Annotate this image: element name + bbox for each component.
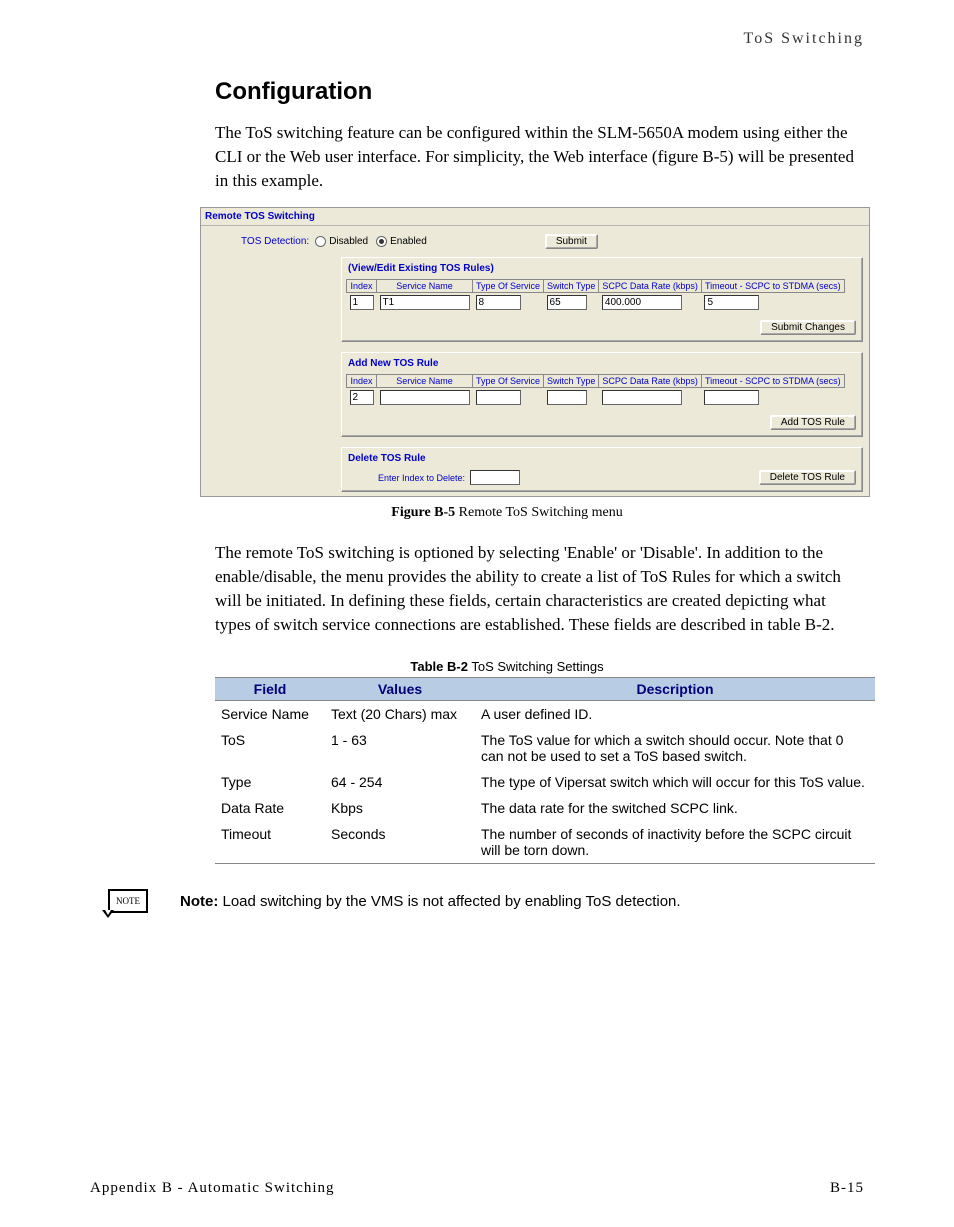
- delete-rule-panel: Delete TOS Rule Enter Index to Delete: D…: [341, 447, 863, 492]
- add-data-rate-input[interactable]: [602, 390, 682, 405]
- cell-description: The data rate for the switched SCPC link…: [475, 795, 875, 821]
- cell-description: The number of seconds of inactivity befo…: [475, 821, 875, 864]
- footer-left: Appendix B - Automatic Switching: [90, 1180, 334, 1197]
- cell-field: Data Rate: [215, 795, 325, 821]
- th-field: Field: [215, 677, 325, 700]
- add-rule-title: Add New TOS Rule: [342, 353, 862, 372]
- settings-table: Field Values Description Service NameTex…: [215, 677, 875, 864]
- submit-button[interactable]: Submit: [545, 234, 598, 249]
- add-switch-type-input[interactable]: [547, 390, 587, 405]
- cell-field: Timeout: [215, 821, 325, 864]
- note-body: Load switching by the VMS is not affecte…: [218, 893, 680, 910]
- th-service-name: Service Name: [377, 280, 473, 293]
- radio-icon: [376, 236, 387, 247]
- add-tos-rule-button[interactable]: Add TOS Rule: [770, 415, 856, 430]
- footer-right: B-15: [830, 1180, 864, 1197]
- table-caption-text: ToS Switching Settings: [468, 659, 604, 674]
- note-text: Note: Load switching by the VMS is not a…: [180, 892, 681, 912]
- cell-field: Service Name: [215, 700, 325, 727]
- th-tos: Type Of Service: [473, 375, 544, 388]
- timeout-input[interactable]: [704, 295, 759, 310]
- section-title: Configuration: [215, 78, 864, 106]
- add-rule-panel: Add New TOS Rule Index Service Name Type…: [341, 352, 863, 437]
- table-row: Service NameText (20 Chars) maxA user de…: [215, 700, 875, 727]
- th-service-name: Service Name: [377, 375, 473, 388]
- figure-panel-title: Remote TOS Switching: [201, 208, 869, 226]
- paragraph-2: The remote ToS switching is optioned by …: [215, 541, 864, 636]
- table-row: ToS1 - 63The ToS value for which a switc…: [215, 727, 875, 769]
- delete-index-input[interactable]: [470, 470, 520, 485]
- index-input[interactable]: [350, 295, 374, 310]
- th-tos: Type Of Service: [473, 280, 544, 293]
- cell-values: Text (20 Chars) max: [325, 700, 475, 727]
- th-timeout: Timeout - SCPC to STDMA (secs): [701, 280, 844, 293]
- radio-enabled[interactable]: Enabled: [376, 236, 427, 247]
- tos-input[interactable]: [476, 295, 521, 310]
- paragraph-1: The ToS switching feature can be configu…: [215, 121, 864, 192]
- cell-description: The ToS value for which a switch should …: [475, 727, 875, 769]
- th-index: Index: [347, 280, 377, 293]
- cell-description: A user defined ID.: [475, 700, 875, 727]
- view-edit-title: (View/Edit Existing TOS Rules): [342, 258, 862, 277]
- cell-field: Type: [215, 769, 325, 795]
- add-index-input[interactable]: [350, 390, 374, 405]
- cell-values: Seconds: [325, 821, 475, 864]
- cell-values: 1 - 63: [325, 727, 475, 769]
- radio-icon: [315, 236, 326, 247]
- th-data-rate: SCPC Data Rate (kbps): [599, 375, 702, 388]
- add-timeout-input[interactable]: [704, 390, 759, 405]
- figure-caption: Figure B-5 Remote ToS Switching menu: [150, 505, 864, 521]
- figure-screenshot: Remote TOS Switching TOS Detection: Disa…: [200, 207, 870, 497]
- add-rule-table: Index Service Name Type Of Service Switc…: [346, 374, 845, 407]
- existing-rules-table: Index Service Name Type Of Service Switc…: [346, 279, 845, 312]
- radio-disabled[interactable]: Disabled: [315, 236, 368, 247]
- th-timeout: Timeout - SCPC to STDMA (secs): [701, 375, 844, 388]
- view-edit-panel: (View/Edit Existing TOS Rules) Index Ser…: [341, 257, 863, 342]
- delete-index-label: Enter Index to Delete:: [378, 473, 465, 483]
- th-switch-type: Switch Type: [544, 280, 599, 293]
- note-badge: NOTE: [108, 889, 148, 913]
- table-row: Data RateKbpsThe data rate for the switc…: [215, 795, 875, 821]
- cell-values: 64 - 254: [325, 769, 475, 795]
- delete-tos-rule-button[interactable]: Delete TOS Rule: [759, 470, 856, 485]
- figure-caption-text: Remote ToS Switching menu: [455, 505, 623, 520]
- page-header-right: ToS Switching: [90, 30, 864, 48]
- arrow-icon: [102, 910, 114, 918]
- th-description: Description: [475, 677, 875, 700]
- cell-values: Kbps: [325, 795, 475, 821]
- note-block: NOTE Note: Load switching by the VMS is …: [90, 892, 864, 912]
- data-rate-input[interactable]: [602, 295, 682, 310]
- th-data-rate: SCPC Data Rate (kbps): [599, 280, 702, 293]
- delete-rule-title: Delete TOS Rule: [342, 448, 862, 467]
- cell-field: ToS: [215, 727, 325, 769]
- table-caption-bold: Table B-2: [410, 659, 468, 674]
- th-switch-type: Switch Type: [544, 375, 599, 388]
- table-row: TimeoutSecondsThe number of seconds of i…: [215, 821, 875, 864]
- tos-detection-label: TOS Detection:: [241, 236, 309, 247]
- note-label: Note:: [180, 893, 218, 910]
- radio-disabled-label: Disabled: [329, 236, 368, 247]
- add-tos-input[interactable]: [476, 390, 521, 405]
- add-service-name-input[interactable]: [380, 390, 470, 405]
- table-caption: Table B-2 ToS Switching Settings: [150, 659, 864, 674]
- th-values: Values: [325, 677, 475, 700]
- cell-description: The type of Vipersat switch which will o…: [475, 769, 875, 795]
- radio-enabled-label: Enabled: [390, 236, 427, 247]
- service-name-input[interactable]: [380, 295, 470, 310]
- switch-type-input[interactable]: [547, 295, 587, 310]
- submit-changes-button[interactable]: Submit Changes: [760, 320, 856, 335]
- th-index: Index: [347, 375, 377, 388]
- page-footer: Appendix B - Automatic Switching B-15: [90, 1180, 864, 1197]
- table-row: Type64 - 254The type of Vipersat switch …: [215, 769, 875, 795]
- figure-caption-bold: Figure B-5: [391, 505, 455, 520]
